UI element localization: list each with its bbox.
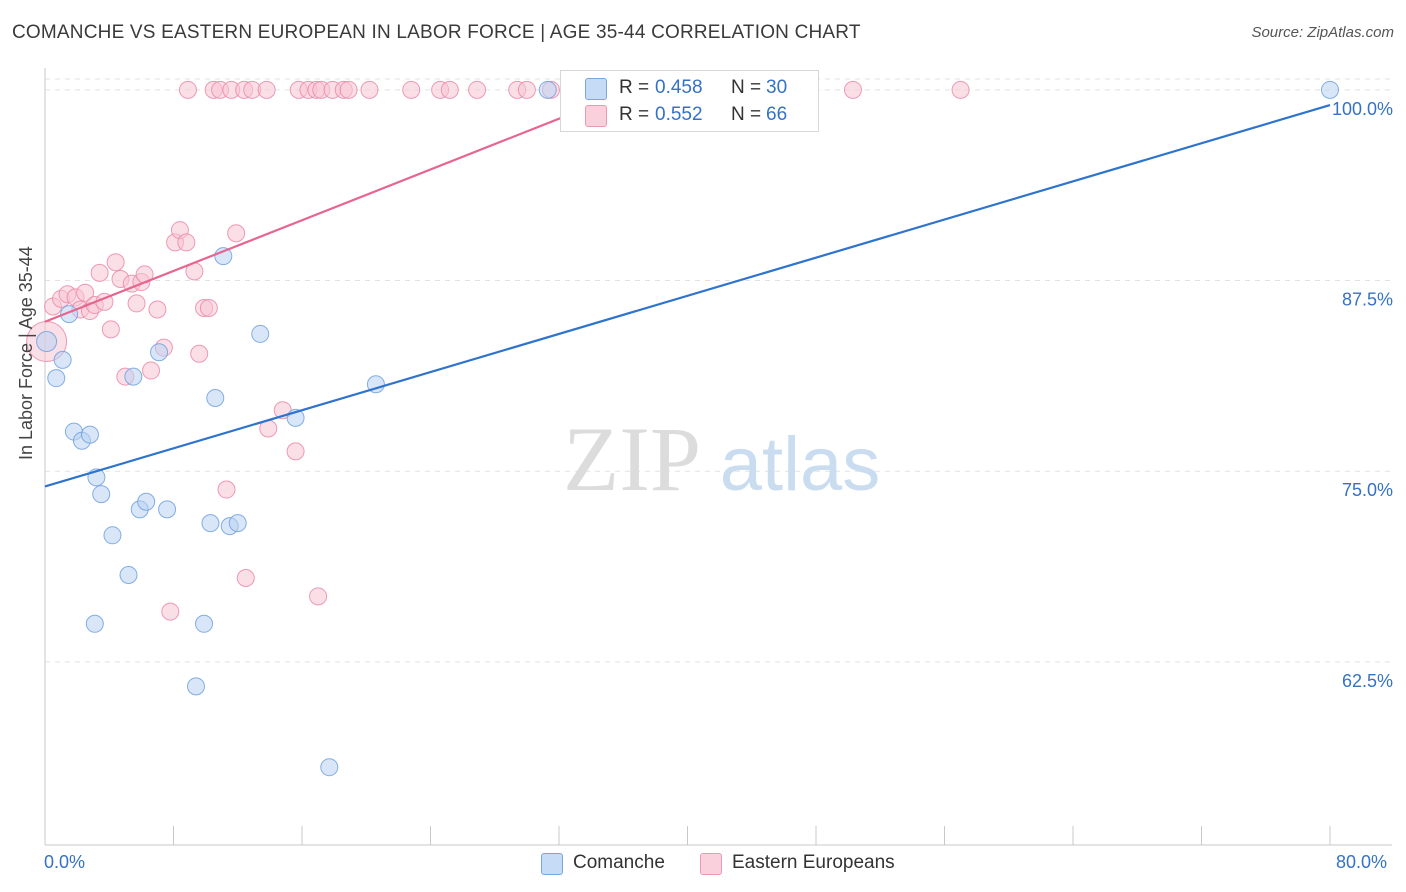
eastern-europeans-point	[236, 569, 255, 588]
eastern-europeans-point	[106, 253, 125, 272]
comanche-point	[1321, 80, 1339, 99]
axes	[44, 68, 1392, 846]
legend-r-value: 0.458	[655, 77, 703, 98]
legend-n-value: 66	[766, 104, 788, 125]
comanche-point	[47, 369, 66, 388]
comanche-point	[53, 350, 72, 369]
eastern-europeans-legend-swatch	[700, 853, 722, 875]
comanche-point	[92, 485, 111, 504]
eastern-europeans-point	[127, 294, 146, 313]
legend-r-label: R =	[619, 77, 650, 98]
eastern-europeans-point	[177, 233, 196, 252]
trend-lines	[44, 79, 1331, 488]
eastern-europeans-point	[76, 283, 95, 302]
comanche-point	[228, 514, 247, 533]
eastern-europeans-point	[286, 442, 305, 461]
watermark: ZIP atlas	[563, 408, 880, 510]
comanche-point	[80, 425, 99, 444]
y-axis-label: In Labor Force | Age 35-44	[16, 246, 36, 460]
chart-title: COMANCHE VS EASTERN EUROPEAN IN LABOR FO…	[12, 22, 861, 43]
eastern-europeans-legend-label: Eastern Europeans	[732, 852, 895, 873]
comanche-swatch	[585, 78, 607, 100]
eastern-europeans-swatch	[585, 105, 607, 127]
legend-r-label: R =	[619, 104, 650, 125]
eastern-europeans-trend-line	[44, 79, 656, 323]
eastern-europeans-point	[468, 80, 487, 99]
legend-n-value: 30	[766, 77, 788, 98]
comanche-legend-label: Comanche	[573, 852, 665, 873]
legend-r-value: 0.552	[655, 104, 703, 125]
comanche-point	[186, 677, 205, 696]
eastern-europeans-point	[90, 263, 109, 282]
stats-legend: R = 0.458 N = 30 R = 0.552 N = 66	[560, 70, 819, 132]
watermark-zip: ZIP	[563, 408, 701, 510]
eastern-europeans-point	[843, 80, 862, 99]
eastern-europeans-point	[148, 300, 167, 319]
eastern-europeans-point	[199, 298, 218, 317]
comanche-point	[85, 614, 104, 633]
comanche-point	[320, 758, 339, 777]
watermark-atlas: atlas	[720, 422, 881, 507]
eastern-europeans-point	[440, 80, 459, 99]
comanche-point	[201, 514, 220, 533]
eastern-europeans-point	[339, 80, 358, 99]
eastern-europeans-point	[517, 80, 536, 99]
eastern-europeans-point	[309, 587, 328, 606]
comanche-point	[124, 367, 143, 386]
source-credit: Source: ZipAtlas.com	[1251, 24, 1394, 41]
comanche-point	[119, 565, 138, 584]
comanche-point	[195, 614, 214, 633]
comanche-point	[538, 80, 557, 99]
comanche-point	[158, 500, 177, 519]
eastern-europeans-point	[101, 320, 120, 339]
x-tick-min: 0.0%	[44, 852, 86, 872]
y-tick-labels: 100.0% 87.5% 75.0% 62.5%	[1332, 99, 1393, 691]
x-tick-max: 80.0%	[1336, 852, 1388, 872]
eastern-europeans-point	[402, 80, 421, 99]
eastern-europeans-point	[217, 480, 236, 499]
legend-n-label: N =	[731, 104, 762, 125]
eastern-europeans-point	[257, 80, 276, 99]
eastern-europeans-point	[161, 602, 180, 621]
legend-n-label: N =	[731, 77, 762, 98]
eastern-europeans-point	[190, 344, 209, 363]
comanche-point	[150, 343, 169, 362]
comanche-point	[206, 389, 225, 408]
y-tick-label: 75.0%	[1342, 480, 1393, 500]
eastern-europeans-point	[227, 224, 246, 243]
comanche-point	[103, 526, 122, 545]
eastern-europeans-point	[178, 80, 197, 99]
comanche-point	[36, 331, 58, 353]
comanche-point	[137, 492, 156, 511]
comanche-point	[251, 324, 270, 343]
eastern-europeans-point	[360, 80, 379, 99]
series-eastern-europeans	[26, 80, 970, 621]
comanche-legend-swatch	[541, 853, 563, 875]
y-tick-label: 100.0%	[1332, 99, 1393, 119]
eastern-europeans-point	[142, 361, 161, 380]
comanche-trend-line	[44, 104, 1331, 488]
y-tick-label: 62.5%	[1342, 671, 1393, 691]
y-tick-label: 87.5%	[1342, 290, 1393, 310]
eastern-europeans-point	[951, 80, 970, 99]
